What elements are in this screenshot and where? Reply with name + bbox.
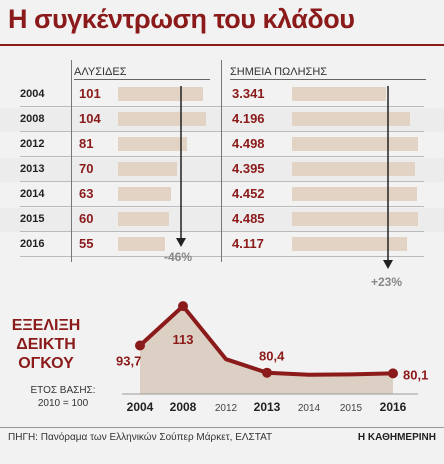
chains-value: 70: [79, 161, 94, 176]
x-tick-label: 2016: [380, 400, 407, 414]
points-value: 4.117: [232, 236, 264, 251]
index-title-line: ΟΓΚΟΥ: [18, 355, 74, 372]
footer-rule: [0, 427, 444, 428]
x-tick-label: 2014: [298, 403, 321, 414]
index-data-label: 80,4: [259, 349, 285, 364]
points-bar: [292, 212, 418, 226]
points-bar: [292, 137, 418, 151]
points-bar: [292, 162, 415, 176]
chains-value: 101: [79, 86, 101, 101]
x-tick-label: 2008: [170, 400, 197, 414]
row-divider: [20, 131, 424, 132]
chains-header-rule: [74, 79, 210, 80]
points-value: 4.395: [232, 161, 265, 176]
table-row: 2004 101 3.341: [0, 83, 444, 107]
year-column-separator: [71, 60, 72, 262]
points-change-arrowhead: [383, 260, 393, 269]
table-row: 2008 104 4.196: [0, 108, 444, 132]
row-divider: [20, 106, 424, 107]
index-data-point: [262, 367, 272, 378]
row-divider: [20, 181, 424, 182]
index-chart-title: ΕΞΕΛΙΞΗ ΔΕΙΚΤΗ ΟΓΚΟΥ: [0, 316, 106, 373]
chains-value: 55: [79, 236, 94, 251]
row-divider: [20, 156, 424, 157]
base-year-label: ΕΤΟΣ ΒΑΣΗΣ:: [30, 385, 96, 396]
points-column-header: ΣΗΜΕΙΑ ΠΩΛΗΣΗΣ: [230, 66, 328, 78]
row-year: 2012: [20, 138, 45, 150]
chains-bar: [118, 212, 169, 226]
points-value: 4.196: [232, 111, 265, 126]
row-year: 2014: [20, 188, 45, 200]
chains-change-label: -46%: [164, 250, 193, 264]
points-header-rule: [230, 79, 426, 80]
brand-logo: Η ΚΑΘΗΜΕΡΙΝΗ: [357, 432, 436, 443]
row-divider: [20, 231, 424, 232]
chains-bar: [118, 112, 206, 126]
index-data-point: [178, 301, 188, 312]
chains-bar: [118, 87, 203, 101]
table-row: 2015 60 4.485: [0, 208, 444, 232]
table-row: 2013 70 4.395: [0, 158, 444, 182]
chains-bar: [118, 187, 171, 201]
points-value: 3.341: [232, 86, 265, 101]
chains-bar: [118, 237, 165, 251]
row-year: 2015: [20, 213, 45, 225]
chains-value: 104: [79, 111, 101, 126]
index-data-point: [135, 340, 145, 351]
x-tick-label: 2015: [340, 403, 363, 414]
table-row: 2012 81 4.498: [0, 133, 444, 157]
chains-value: 60: [79, 211, 94, 226]
x-tick-label: 2013: [254, 400, 281, 414]
chains-bar: [118, 137, 187, 151]
index-area-chart: 93,7 113 80,4 80,1 2004 2008 2012 2013 2014 2015 2…: [116, 301, 428, 414]
chains-bar: [118, 162, 177, 176]
chains-column-header: ΑΛΥΣΙΔΕΣ: [74, 66, 127, 78]
row-divider: [20, 256, 424, 257]
points-bar: [292, 112, 410, 126]
chains-value: 81: [79, 136, 94, 151]
index-data-label: 113: [173, 332, 194, 347]
base-year-value: 2010 = 100: [37, 398, 89, 409]
index-data-label: 80,1: [403, 367, 428, 382]
points-change-label: +23%: [371, 275, 403, 289]
points-value: 4.485: [232, 211, 265, 226]
x-tick-label: 2004: [127, 400, 154, 414]
source-note: ΠΗΓΗ: Πανόραμα των Ελληνικών Σούπερ Μάρκ…: [8, 432, 273, 443]
row-year: 2004: [20, 88, 45, 100]
page-title: Η συγκέντρωση του κλάδου: [8, 4, 355, 34]
row-year: 2013: [20, 163, 45, 175]
index-title-line: ΕΞΕΛΙΞΗ: [11, 317, 81, 334]
chains-value: 63: [79, 186, 94, 201]
column-separator: [221, 60, 222, 262]
index-area-fill: [140, 306, 393, 394]
row-divider: [20, 206, 424, 207]
index-title-line: ΔΕΙΚΤΗ: [16, 336, 76, 353]
base-year-note: ΕΤΟΣ ΒΑΣΗΣ: 2010 = 100: [18, 384, 108, 410]
table-row: 2016 55 4.117: [0, 233, 444, 257]
table-row: 2014 63 4.452: [0, 183, 444, 207]
row-year: 2016: [20, 238, 45, 250]
index-data-label: 93,7: [116, 354, 141, 369]
x-tick-label: 2012: [215, 403, 238, 414]
points-bar: [292, 237, 407, 251]
points-bar: [292, 187, 417, 201]
title-rule: [0, 44, 444, 46]
row-year: 2008: [20, 113, 45, 125]
points-bar: [292, 87, 386, 101]
points-value: 4.498: [232, 136, 265, 151]
index-data-point: [388, 368, 398, 379]
points-value: 4.452: [232, 186, 265, 201]
